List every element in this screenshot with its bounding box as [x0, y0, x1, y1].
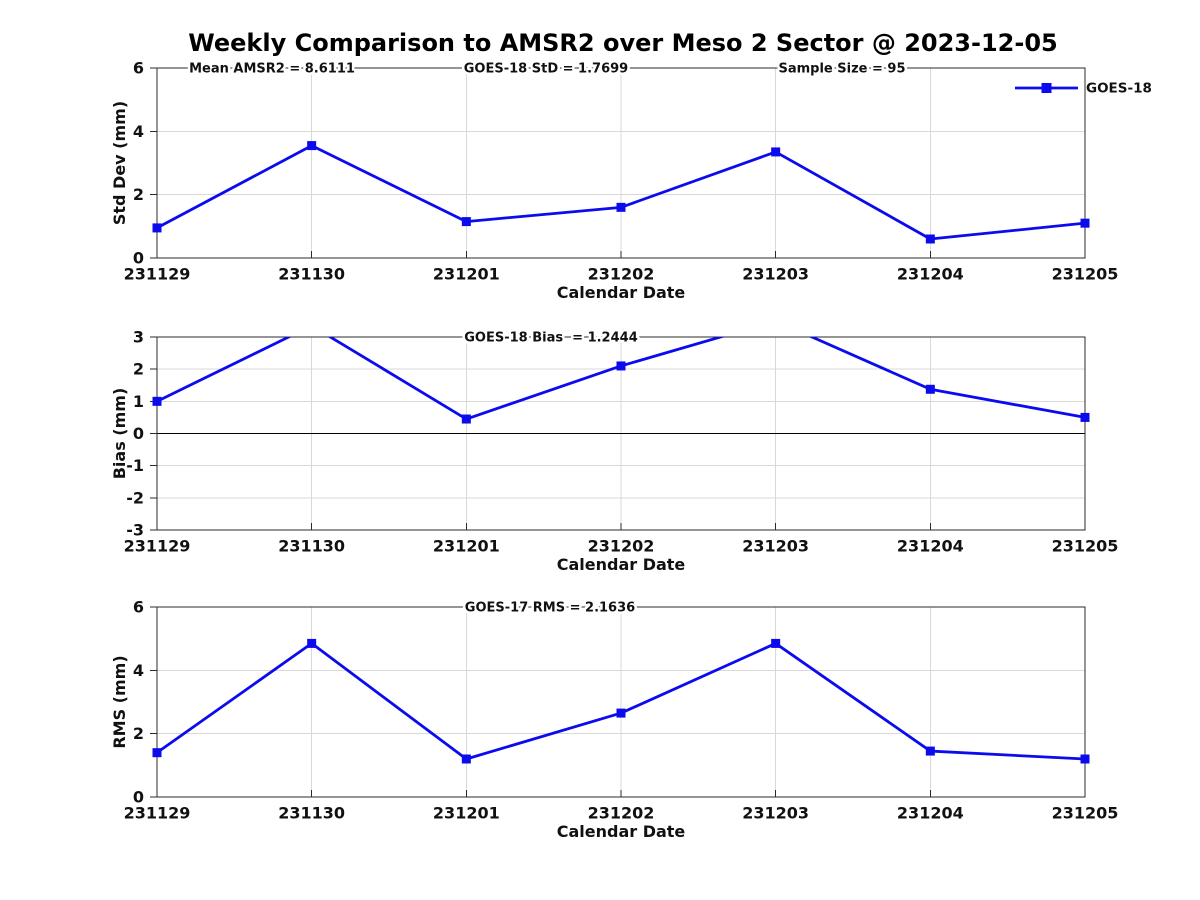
legend-marker-sample: [1041, 83, 1052, 93]
x-axis-label: Calendar Date: [557, 822, 686, 841]
x-tick-label: 231205: [1052, 804, 1119, 823]
x-tick-label: 231130: [278, 537, 345, 556]
x-tick-label: 231130: [278, 804, 345, 823]
y-tick-label: 0: [133, 249, 144, 268]
y-tick-label: -1: [126, 456, 144, 475]
figure-title: Weekly Comparison to AMSR2 over Meso 2 S…: [188, 29, 1057, 57]
x-tick-label: 231129: [124, 265, 191, 284]
y-tick-label: 3: [133, 328, 144, 347]
y-tick-label: 2: [133, 724, 144, 743]
data-point-marker: [307, 141, 317, 151]
legend-label: GOES-18: [1086, 81, 1152, 97]
data-point-marker: [771, 147, 781, 157]
x-tick-label: 231129: [124, 537, 191, 556]
stat-annotation: GOES-17 RMS = 2.1636: [465, 601, 635, 616]
y-axis-label: Bias (mm): [110, 388, 129, 480]
x-tick-label: 231205: [1052, 537, 1119, 556]
data-point-marker: [925, 746, 935, 756]
x-tick-label: 231205: [1052, 265, 1119, 284]
data-point-marker: [925, 234, 935, 244]
chart-stddev: 0 2 4 6 231129 231130 231201 231202 231203 231204…: [110, 59, 1152, 303]
data-point-marker: [461, 754, 471, 764]
x-tick-label: 231201: [433, 265, 500, 284]
data-point-marker: [461, 414, 471, 424]
x-tick-label: 231202: [588, 265, 655, 284]
data-point-marker: [307, 638, 317, 648]
y-axis-label: Std Dev (mm): [110, 101, 129, 225]
chart-rms: 0 2 4 6 231129 231130 231201 231202 231203 231204…: [110, 598, 1118, 842]
y-tick-label: 1: [133, 392, 144, 411]
stat-annotation: Sample Size = 95: [778, 62, 905, 77]
data-point-marker: [461, 217, 471, 227]
y-tick-label: -3: [126, 521, 144, 540]
data-point-marker: [1080, 412, 1090, 422]
x-tick-label: 231204: [897, 804, 964, 823]
y-tick-label: 0: [133, 788, 144, 807]
data-point-marker: [1080, 754, 1090, 764]
x-tick-label: 231202: [588, 537, 655, 556]
y-tick-label: 2: [133, 185, 144, 204]
data-point-marker: [152, 223, 162, 233]
y-tick-label: -2: [126, 488, 144, 507]
stat-annotation: Mean AMSR2 = 8.6111: [189, 62, 355, 77]
data-point-marker: [1080, 218, 1090, 228]
y-tick-label: 4: [133, 122, 144, 141]
data-point-marker: [616, 708, 626, 718]
x-tick-label: 231201: [433, 804, 500, 823]
y-tick-label: 4: [133, 661, 144, 680]
x-tick-label: 231203: [742, 537, 809, 556]
data-point-marker: [616, 202, 626, 212]
data-point-marker: [616, 361, 626, 371]
x-axis-label: Calendar Date: [557, 283, 686, 302]
y-tick-label: 2: [133, 360, 144, 379]
data-point-marker: [771, 638, 781, 648]
x-tick-label: 231204: [897, 265, 964, 284]
x-tick-label: 231201: [433, 537, 500, 556]
x-axis-label: Calendar Date: [557, 555, 686, 574]
chart-bias: -3 -2 -1 0 1 2 3 231129 231130 231201 231202 231203…: [110, 328, 1119, 575]
x-tick-label: 231203: [742, 804, 809, 823]
data-point-marker: [925, 384, 935, 394]
x-tick-label: 231204: [897, 537, 964, 556]
data-point-marker: [152, 748, 162, 758]
stat-annotation: GOES-18 StD = 1.7699: [464, 62, 628, 77]
data-point-marker: [152, 396, 162, 406]
x-tick-label: 231202: [588, 804, 655, 823]
stat-annotation: GOES-18 Bias = 1.2444: [464, 331, 638, 346]
y-axis-label: RMS (mm): [110, 655, 129, 748]
x-tick-label: 231129: [124, 804, 191, 823]
y-tick-label: 6: [133, 59, 144, 78]
y-tick-label: 0: [133, 424, 144, 443]
x-tick-label: 231130: [278, 265, 345, 284]
x-tick-label: 231203: [742, 265, 809, 284]
y-tick-label: 6: [133, 598, 144, 617]
